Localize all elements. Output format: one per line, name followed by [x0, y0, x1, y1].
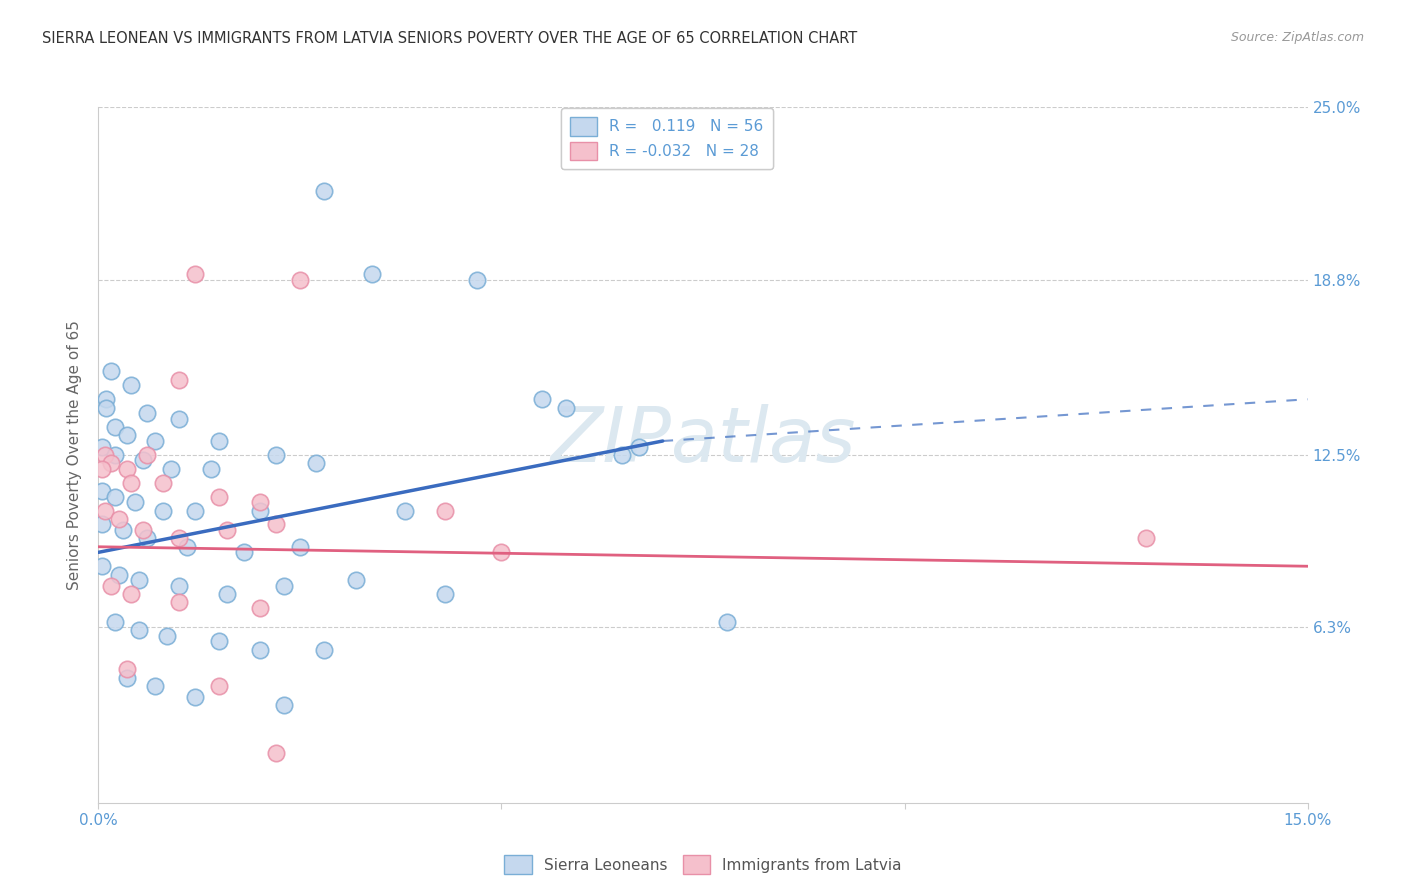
Point: [249, 601, 271, 615]
Point: [120, 378, 142, 392]
Point: [249, 503, 271, 517]
Point: [167, 411, 190, 425]
Point: [217, 587, 239, 601]
Point: [176, 540, 198, 554]
Point: [184, 690, 207, 704]
Point: [135, 532, 157, 546]
Point: [627, 440, 650, 454]
Point: [152, 503, 174, 517]
Point: [152, 475, 174, 490]
Point: [103, 490, 125, 504]
Point: [434, 503, 457, 517]
Point: [208, 490, 231, 504]
Point: [156, 629, 179, 643]
Point: [167, 532, 190, 546]
Point: [273, 579, 295, 593]
Point: [612, 448, 634, 462]
Point: [288, 272, 311, 286]
Text: ZIPatlas: ZIPatlas: [550, 404, 856, 478]
Point: [273, 698, 295, 713]
Point: [135, 448, 157, 462]
Point: [344, 573, 367, 587]
Point: [100, 579, 122, 593]
Point: [208, 679, 231, 693]
Point: [100, 456, 122, 470]
Text: Source: ZipAtlas.com: Source: ZipAtlas.com: [1230, 31, 1364, 45]
Point: [128, 624, 150, 638]
Point: [128, 573, 150, 587]
Point: [314, 184, 336, 198]
Point: [115, 462, 138, 476]
Point: [167, 595, 190, 609]
Point: [264, 517, 287, 532]
Point: [394, 503, 416, 517]
Point: [132, 453, 155, 467]
Point: [135, 406, 157, 420]
Y-axis label: Seniors Poverty Over the Age of 65: Seniors Poverty Over the Age of 65: [67, 320, 83, 590]
Point: [160, 462, 183, 476]
Text: SIERRA LEONEAN VS IMMIGRANTS FROM LATVIA SENIORS POVERTY OVER THE AGE OF 65 CORR: SIERRA LEONEAN VS IMMIGRANTS FROM LATVIA…: [42, 31, 858, 46]
Point: [143, 679, 166, 693]
Point: [232, 545, 254, 559]
Point: [115, 662, 138, 676]
Point: [91, 559, 114, 574]
Point: [132, 523, 155, 537]
Point: [115, 671, 138, 685]
Point: [91, 462, 114, 476]
Point: [120, 475, 142, 490]
Point: [91, 517, 114, 532]
Point: [124, 495, 146, 509]
Point: [200, 462, 222, 476]
Point: [115, 428, 138, 442]
Point: [314, 642, 336, 657]
Point: [264, 448, 287, 462]
Point: [716, 615, 738, 629]
Point: [208, 634, 231, 648]
Point: [111, 523, 134, 537]
Point: [264, 746, 287, 760]
Point: [91, 440, 114, 454]
Point: [217, 523, 239, 537]
Point: [249, 495, 271, 509]
Point: [103, 448, 125, 462]
Point: [167, 373, 190, 387]
Legend: Sierra Leoneans, Immigrants from Latvia: Sierra Leoneans, Immigrants from Latvia: [498, 849, 908, 880]
Point: [94, 448, 117, 462]
Point: [288, 540, 311, 554]
Point: [120, 587, 142, 601]
Point: [249, 642, 271, 657]
Point: [107, 567, 129, 582]
Point: [143, 434, 166, 448]
Point: [94, 503, 117, 517]
Point: [530, 392, 553, 407]
Point: [1135, 532, 1157, 546]
Point: [305, 456, 328, 470]
Point: [491, 545, 513, 559]
Point: [167, 579, 190, 593]
Point: [184, 503, 207, 517]
Point: [96, 392, 118, 407]
Point: [208, 434, 231, 448]
Point: [434, 587, 457, 601]
Point: [184, 267, 207, 281]
Point: [103, 420, 125, 434]
Point: [100, 364, 122, 378]
Point: [107, 512, 129, 526]
Legend: R =   0.119   N = 56, R = -0.032   N = 28: R = 0.119 N = 56, R = -0.032 N = 28: [561, 108, 773, 169]
Point: [91, 484, 114, 499]
Point: [103, 615, 125, 629]
Point: [361, 267, 384, 281]
Point: [96, 401, 118, 415]
Point: [555, 401, 578, 415]
Point: [465, 272, 488, 286]
